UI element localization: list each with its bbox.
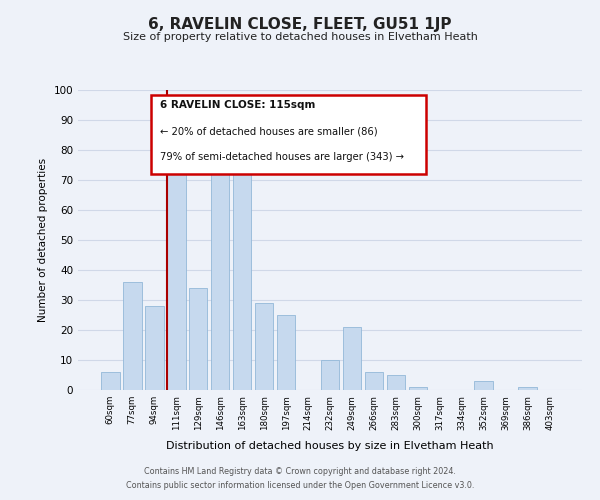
Text: 6 RAVELIN CLOSE: 115sqm: 6 RAVELIN CLOSE: 115sqm [160,100,316,110]
Bar [233,168,251,390]
Bar [101,372,119,390]
Text: Contains public sector information licensed under the Open Government Licence v3: Contains public sector information licen… [126,481,474,490]
Bar [386,375,405,390]
Bar [145,306,164,390]
Text: 79% of semi-detached houses are larger (343) →: 79% of semi-detached houses are larger (… [160,152,404,162]
Bar [277,315,295,390]
Bar [365,372,383,390]
Bar [123,282,142,390]
Bar [518,387,537,390]
Bar [320,360,340,390]
Bar [211,156,229,390]
Text: 6, RAVELIN CLOSE, FLEET, GU51 1JP: 6, RAVELIN CLOSE, FLEET, GU51 1JP [148,18,452,32]
Bar [189,288,208,390]
Bar [167,150,185,390]
Bar [409,387,427,390]
Bar [343,327,361,390]
Text: Size of property relative to detached houses in Elvetham Heath: Size of property relative to detached ho… [122,32,478,42]
Bar [255,303,274,390]
Text: Contains HM Land Registry data © Crown copyright and database right 2024.: Contains HM Land Registry data © Crown c… [144,467,456,476]
Y-axis label: Number of detached properties: Number of detached properties [38,158,48,322]
Text: ← 20% of detached houses are smaller (86): ← 20% of detached houses are smaller (86… [160,127,378,137]
Bar [475,381,493,390]
FancyBboxPatch shape [151,94,426,174]
X-axis label: Distribution of detached houses by size in Elvetham Heath: Distribution of detached houses by size … [166,441,494,451]
